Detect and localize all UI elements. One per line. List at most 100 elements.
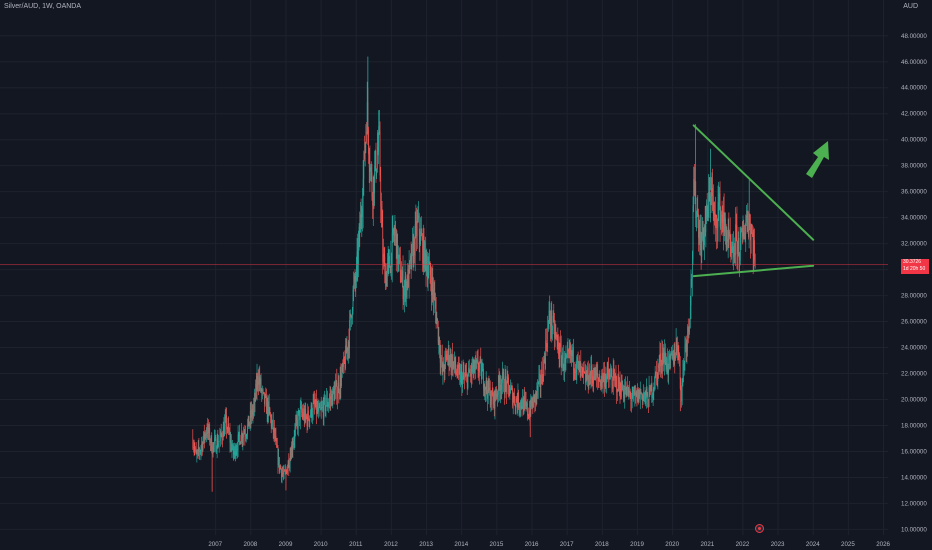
candle-body (489, 387, 491, 405)
candle-body (227, 423, 229, 430)
candle-body (698, 213, 699, 238)
candle-body (615, 376, 617, 379)
candle-body (686, 342, 688, 352)
candle-body (574, 369, 576, 373)
candle-body (485, 379, 487, 390)
candle-body (348, 341, 350, 349)
candle-body (704, 225, 706, 233)
trendlines[interactable] (692, 124, 815, 278)
candle-body (228, 423, 229, 432)
candle-body (358, 241, 359, 265)
candle-body (310, 414, 311, 417)
candle-body (261, 390, 263, 392)
price-tick-label: 20.00000 (901, 397, 927, 404)
candle-body (295, 423, 296, 429)
candle-body (242, 437, 244, 441)
symbol-title[interactable]: Silver/AUD, 1W, OANDA (4, 3, 82, 10)
candle-body (481, 370, 483, 380)
candle-body (199, 450, 200, 453)
candle-body (317, 407, 319, 412)
candle-body (263, 391, 265, 393)
candle-body (693, 178, 695, 206)
candle-body (445, 354, 447, 356)
candle-body (355, 281, 357, 283)
candle-body (453, 361, 455, 364)
candle-body (475, 360, 476, 369)
candle-body (211, 436, 213, 452)
candle-body (669, 355, 670, 357)
candle-body (418, 215, 419, 219)
candle-body (251, 408, 252, 418)
candle-body (356, 263, 357, 282)
event-icon[interactable] (755, 524, 764, 533)
candle-body (293, 438, 295, 442)
candle-body (664, 351, 665, 363)
candle-body (568, 351, 570, 354)
candle-body (582, 367, 584, 369)
candle-body (392, 228, 394, 233)
candle-body (376, 152, 378, 170)
candle-body (244, 433, 246, 436)
candle-body (467, 374, 469, 388)
candle-body (454, 357, 455, 364)
candle-body (233, 444, 234, 455)
candle-body (472, 359, 474, 368)
candle-body (462, 376, 463, 388)
candle-body (558, 342, 559, 355)
candle-body (730, 245, 732, 247)
candle-body (309, 416, 311, 422)
candle-body (560, 343, 561, 347)
candle-body (372, 196, 373, 206)
candle-body (562, 352, 563, 360)
candle-body (575, 371, 576, 373)
candle-body (452, 361, 454, 371)
candle-body (561, 359, 563, 366)
candle-body (466, 373, 467, 375)
candle-body (552, 328, 553, 330)
candle-body (478, 370, 480, 373)
candle-body (551, 310, 553, 330)
candle-body (685, 343, 687, 352)
candle-body (342, 364, 344, 367)
candle-body (599, 380, 601, 382)
candle-body (433, 293, 435, 300)
candle-body (245, 435, 247, 437)
candle-body (288, 460, 290, 469)
candle-body (369, 167, 371, 172)
time-tick-label: 2010 (314, 541, 328, 548)
candle-body (387, 257, 389, 264)
candle-body (650, 384, 652, 392)
candle-body (506, 381, 507, 392)
candle-body (671, 353, 672, 355)
candle-body (228, 431, 230, 433)
candle-body (684, 345, 686, 363)
candle-body (721, 214, 723, 223)
candle-body (282, 472, 284, 474)
candle-body (238, 431, 240, 435)
time-axis[interactable]: 2007 2008 2009 2010 2011 2012 2013 2014 2015 2016… (208, 541, 890, 548)
candle-body (745, 222, 747, 233)
candle-body (721, 214, 722, 216)
candle-body (218, 441, 220, 444)
candle-body (360, 214, 361, 233)
candle-body (343, 357, 344, 367)
candle-body (738, 237, 740, 260)
candle-body (591, 365, 592, 375)
price-tick-label: 18.00000 (901, 422, 927, 429)
candle-body (614, 374, 615, 378)
candle-body (408, 269, 409, 288)
candle-body (229, 432, 231, 443)
candle-body (562, 352, 564, 370)
candle-body (660, 353, 661, 367)
candle-body (604, 372, 605, 387)
candles (192, 56, 756, 492)
candle-body (683, 362, 685, 364)
candle-body (739, 237, 741, 261)
candle-body (543, 358, 545, 360)
green-arrow[interactable] (796, 137, 832, 178)
candle-body (746, 215, 748, 219)
candle-body (710, 195, 711, 206)
candle-body (297, 413, 299, 428)
candle-body (601, 372, 603, 382)
